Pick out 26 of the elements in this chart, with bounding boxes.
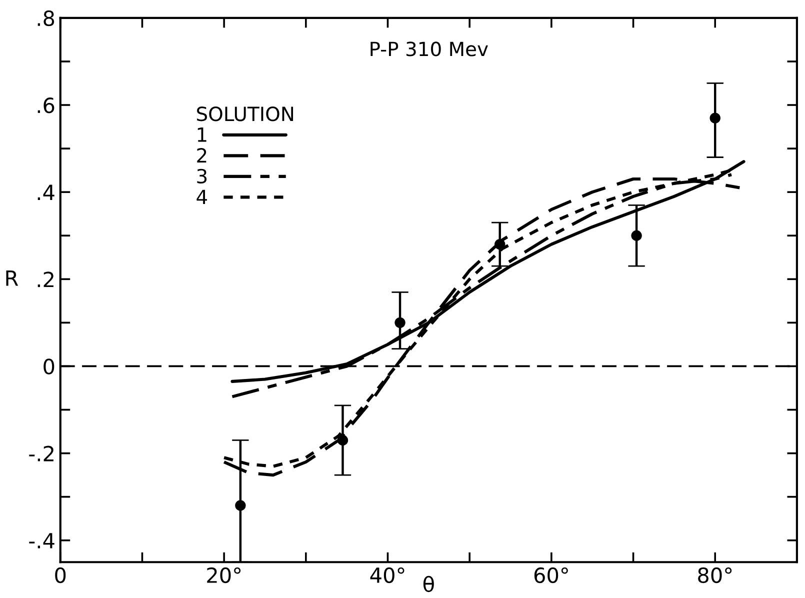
text: P-P 310 Mev: [370, 42, 488, 56]
x-tick-label: 60°: [534, 567, 568, 584]
y-tick-label: .4: [38, 184, 54, 200]
point: [337, 434, 348, 446]
y-tick-label: -.4: [29, 533, 54, 548]
x-tick-label: 20°: [207, 567, 241, 584]
y-tick-label: 0: [44, 358, 54, 374]
point: [494, 238, 506, 250]
y-tick-label: -.2: [29, 446, 54, 462]
y-tick-label: .6: [38, 97, 54, 114]
point: [631, 230, 642, 241]
legend-label: 3: [197, 168, 207, 184]
x-tick-label: 80°: [698, 567, 732, 584]
legend-label: 4: [196, 190, 208, 204]
legend-title: SOLUTION: [197, 106, 294, 122]
y-tick-label: .2: [38, 272, 54, 288]
point: [235, 500, 246, 511]
y-axis-title: R: [6, 270, 18, 286]
legend-label: 1: [198, 128, 206, 142]
legend-label: 2: [197, 148, 206, 162]
x-tick-label: 40°: [370, 567, 404, 584]
point: [710, 112, 720, 124]
x-axis-title: θ: [423, 576, 434, 592]
y-tick-label: .8: [38, 10, 54, 26]
point: [394, 317, 406, 328]
x-tick-label: 0: [55, 567, 66, 584]
